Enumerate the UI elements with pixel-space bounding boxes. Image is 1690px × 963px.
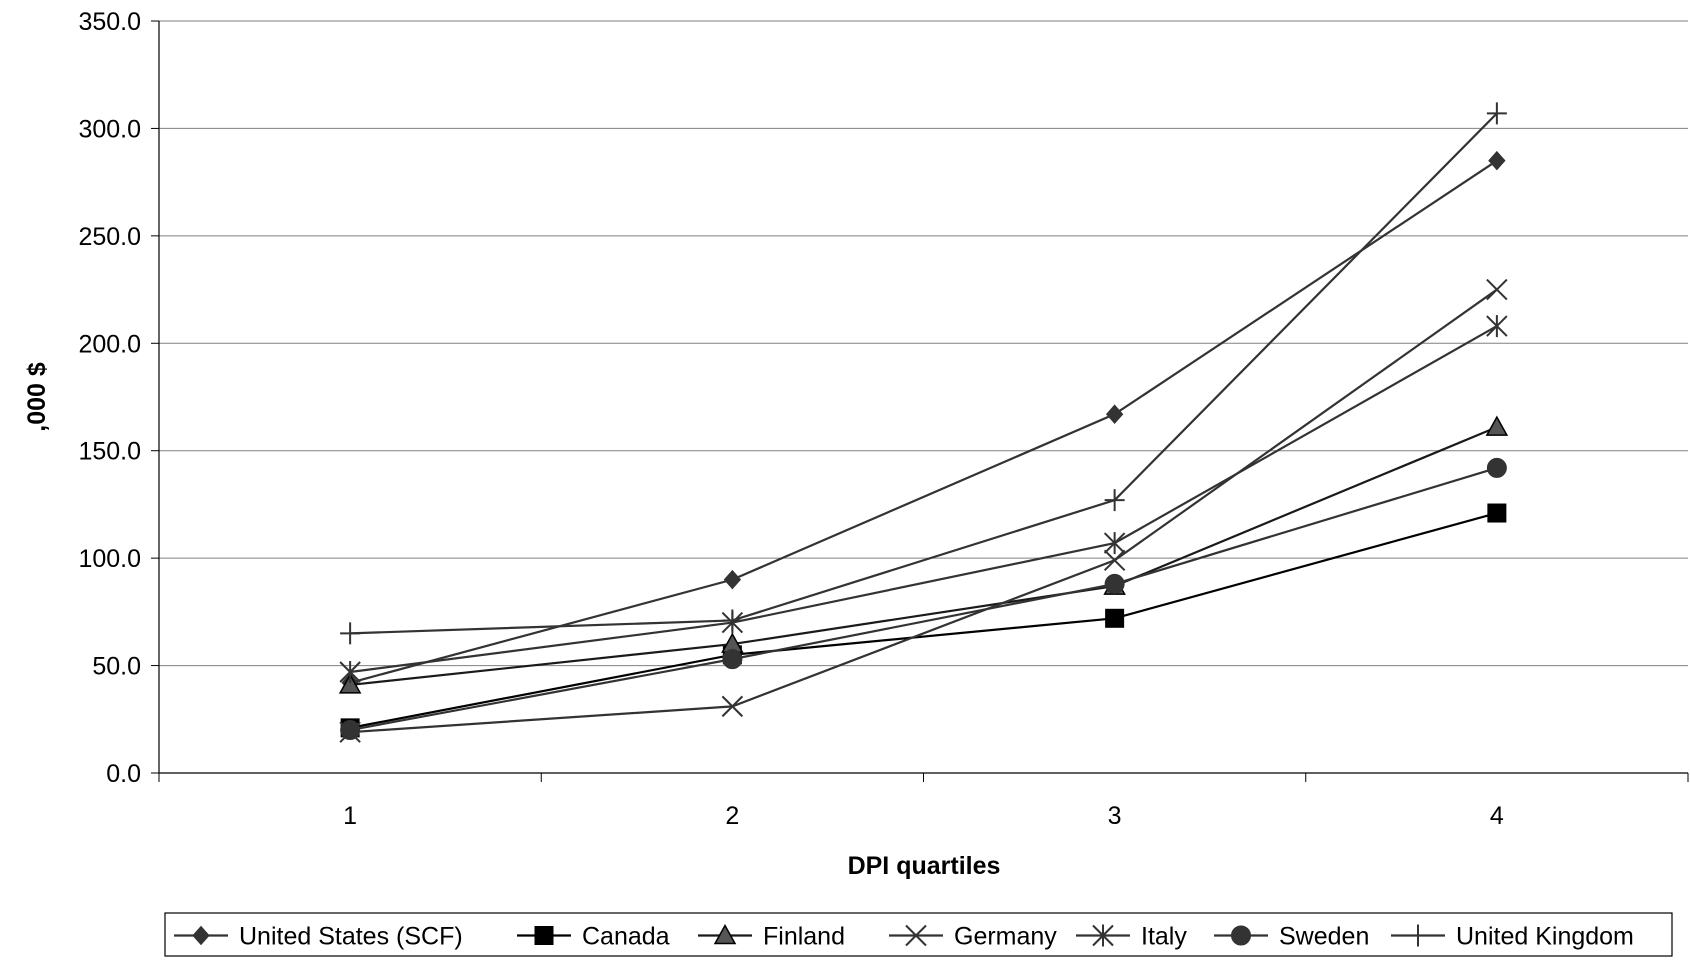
series-line-italy (349, 325, 1498, 674)
data-point (722, 649, 743, 670)
series-lines (338, 102, 1509, 743)
x-tick-label: 4 (1490, 802, 1504, 830)
series-line-finland (350, 426, 1498, 687)
legend: United States (SCF) Canada Finland Germany I… (164, 912, 1673, 957)
legend-marker (1231, 925, 1251, 946)
y-tick-label: 100.0 (78, 545, 141, 573)
y-axis-title: ,000 $ (23, 362, 51, 432)
data-point (340, 622, 361, 645)
legend-label: United Kingdom (1456, 923, 1634, 951)
y-tick-label: 300.0 (78, 115, 141, 143)
data-point (1485, 415, 1509, 436)
gridlines (151, 20, 1688, 774)
legend-item-finland: Finland (698, 923, 845, 951)
legend-item-united-states-scf: United States (SCF) (174, 923, 463, 951)
y-tick-label: 50.0 (92, 653, 141, 681)
data-point (1103, 549, 1126, 571)
x-tick-label: 1 (343, 802, 357, 830)
data-point (723, 569, 742, 590)
y-tick-label: 150.0 (78, 438, 141, 466)
legend-label: Canada (582, 923, 670, 951)
legend-marker (534, 926, 554, 945)
data-point (1486, 102, 1507, 125)
y-tick-label: 250.0 (78, 223, 141, 251)
data-point (340, 720, 361, 741)
series-germany (339, 278, 1508, 743)
legend-marker (1092, 924, 1114, 947)
x-tick-label: 3 (1108, 802, 1122, 830)
legend-marker (192, 925, 210, 946)
series-line-sweden (349, 466, 1498, 732)
y-tick-label: 350.0 (78, 8, 141, 36)
x-tick-label: 2 (725, 802, 739, 830)
data-point (1104, 573, 1125, 594)
data-point (722, 609, 743, 632)
x-axis-title: DPI quartiles (848, 852, 1001, 880)
y-tick-label: 0.0 (106, 760, 141, 788)
data-point (1105, 404, 1124, 424)
data-point (1105, 608, 1125, 628)
y-tick-label: 200.0 (78, 330, 141, 358)
legend-label: United States (SCF) (239, 923, 463, 951)
data-point (721, 695, 744, 718)
axes (158, 21, 1689, 782)
data-point (1104, 489, 1125, 512)
y-tick-labels: 0.0 50.0 100.0 150.0 200.0 250.0 300.0 350.0 (78, 8, 141, 788)
legend-marker (713, 923, 737, 945)
legend-label: Germany (954, 923, 1057, 951)
legend-label: Sweden (1279, 923, 1369, 951)
series-line-canada (349, 511, 1498, 729)
data-point (1486, 278, 1508, 301)
legend-label: Italy (1141, 923, 1187, 951)
series-sweden (340, 457, 1507, 741)
data-point (338, 673, 362, 694)
data-point (1103, 532, 1126, 555)
legend-label: Finland (763, 923, 845, 951)
x-tick-labels: 1 2 3 4 (343, 802, 1504, 830)
series-united-kingdom (340, 102, 1507, 645)
series-line-united-kingdom (350, 112, 1498, 635)
data-point (339, 661, 361, 684)
data-point (1486, 457, 1507, 478)
legend-item-canada: Canada (517, 923, 670, 951)
series-line-germany (350, 288, 1498, 734)
legend-item-italy: Italy (1076, 923, 1187, 951)
legend-marker (1408, 924, 1428, 947)
legend-marker (905, 924, 927, 947)
series-line-united-states-scf (349, 159, 1498, 684)
data-point (1486, 315, 1508, 338)
legend-item-sweden: Sweden (1214, 923, 1369, 951)
data-point (1488, 150, 1506, 171)
data-point (1487, 503, 1507, 523)
legend-item-united-kingdom: United Kingdom (1391, 923, 1634, 951)
legend-item-germany: Germany (889, 923, 1057, 951)
